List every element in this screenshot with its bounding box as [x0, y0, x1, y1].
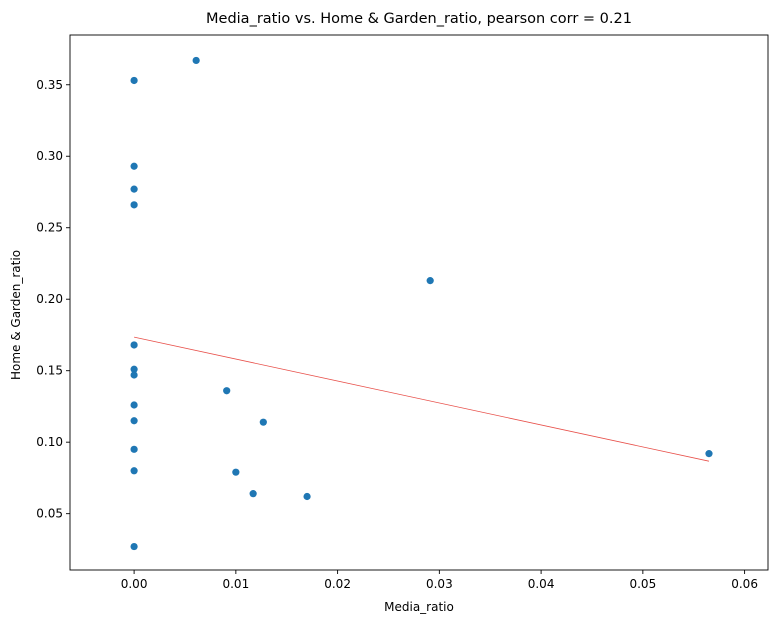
data-point	[232, 468, 240, 476]
data-point	[130, 185, 138, 193]
data-point	[303, 492, 311, 501]
x-tick-label: 0.04	[528, 577, 555, 591]
data-point	[130, 341, 138, 349]
data-point	[130, 365, 138, 373]
data-point	[192, 56, 200, 65]
x-tick-label: 0.02	[324, 577, 351, 591]
data-point	[249, 490, 257, 498]
x-tick-label: 0.05	[629, 577, 656, 591]
data-point	[130, 76, 138, 85]
y-tick-label: 0.10	[36, 435, 63, 449]
data-point	[130, 162, 138, 170]
x-tick-label: 0.06	[731, 577, 758, 591]
data-point	[130, 542, 138, 551]
data-point	[130, 417, 138, 425]
x-tick-label: 0.01	[222, 577, 249, 591]
y-tick-label: 0.30	[36, 149, 63, 163]
y-tick-label: 0.05	[36, 507, 63, 521]
trend-line	[134, 336, 710, 462]
data-point	[259, 418, 267, 426]
y-tick-label: 0.15	[36, 364, 63, 378]
y-tick-label: 0.20	[36, 292, 63, 306]
y-tick-label: 0.35	[36, 78, 63, 92]
plot-frame	[69, 34, 769, 571]
data-point	[426, 277, 434, 285]
x-tick-label: 0.00	[121, 577, 148, 591]
data-point	[130, 201, 138, 209]
y-tick-label: 0.25	[36, 221, 63, 235]
data-point	[130, 467, 138, 475]
x-tick-label: 0.03	[426, 577, 453, 591]
chart-title: Media_ratio vs. Home & Garden_ratio, pea…	[206, 11, 632, 27]
data-point	[130, 401, 138, 409]
data-point	[705, 450, 713, 458]
y-axis-label: Home & Garden_ratio	[9, 250, 23, 380]
data-point	[130, 371, 138, 379]
x-axis-label: Media_ratio	[384, 600, 454, 614]
data-point	[130, 445, 138, 453]
data-point	[223, 387, 231, 395]
